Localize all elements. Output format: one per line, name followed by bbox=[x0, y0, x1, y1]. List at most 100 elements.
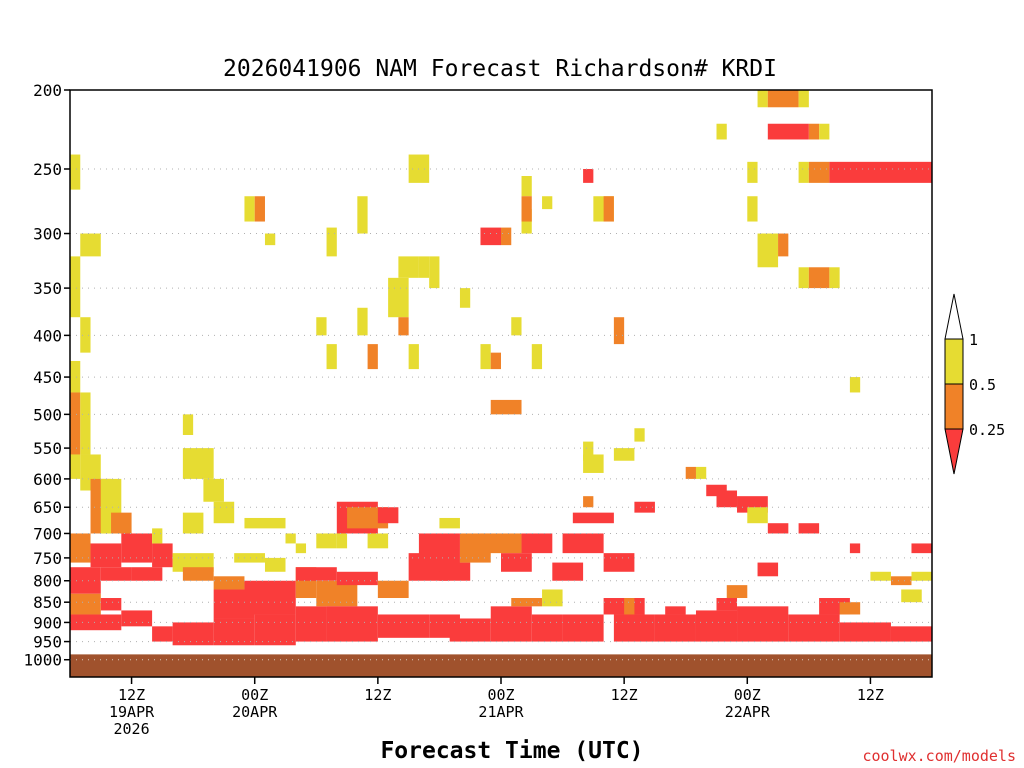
heat-cell-yellow bbox=[695, 466, 707, 479]
heat-cell-yellow bbox=[439, 517, 460, 529]
ytick-label-250: 250 bbox=[33, 160, 62, 179]
xtick-label-5-0: 00Z bbox=[734, 686, 761, 704]
heat-cell-orange bbox=[890, 576, 912, 586]
heat-cell-orange bbox=[603, 196, 614, 222]
heat-cell-red bbox=[501, 553, 532, 572]
heat-cell-orange bbox=[583, 496, 594, 508]
heat-cell-red bbox=[377, 507, 399, 524]
heat-cell-yellow bbox=[152, 528, 163, 544]
heat-cell-yellow bbox=[326, 227, 337, 257]
heat-cell-yellow bbox=[80, 233, 101, 257]
heat-cell-orange bbox=[613, 317, 625, 345]
heat-cell-red bbox=[244, 580, 296, 615]
heat-cell-red bbox=[213, 618, 255, 646]
heat-cell-yellow bbox=[357, 196, 368, 234]
colorbar-bin-yellow bbox=[944, 338, 964, 385]
heat-cell-yellow bbox=[244, 517, 286, 529]
credit-text: coolwx.com/models bbox=[862, 747, 1016, 765]
colorbar-bin-red bbox=[944, 428, 964, 475]
heat-cell-yellow bbox=[798, 90, 809, 108]
heat-cell-red bbox=[757, 562, 779, 577]
heat-cell-red bbox=[295, 606, 327, 642]
heat-cell-red bbox=[911, 543, 932, 554]
ytick-label-1000: 1000 bbox=[23, 651, 62, 670]
heat-cell-red bbox=[336, 571, 378, 586]
heat-cell-orange bbox=[685, 466, 696, 479]
xtick-label-1-1: 20APR bbox=[232, 703, 278, 721]
heat-cell-yellow bbox=[634, 428, 645, 442]
heat-cell-yellow bbox=[182, 448, 214, 479]
heat-cell-red bbox=[603, 553, 635, 572]
heat-cell-red bbox=[70, 567, 101, 594]
heat-cell-yellow bbox=[798, 161, 809, 183]
xtick-label-6-0: 12Z bbox=[857, 686, 884, 704]
x-axis-label: Forecast Time (UTC) bbox=[380, 738, 643, 764]
heat-cell-orange bbox=[501, 227, 512, 246]
heat-cell-yellow bbox=[408, 344, 419, 370]
heat-cell-orange bbox=[490, 352, 501, 370]
heat-cell-yellow bbox=[531, 344, 543, 370]
heat-cell-red bbox=[613, 614, 655, 642]
heat-cell-red bbox=[121, 610, 153, 627]
heat-cell-orange bbox=[490, 399, 522, 415]
ytick-label-900: 900 bbox=[33, 613, 62, 632]
ytick-label-500: 500 bbox=[33, 405, 62, 424]
heat-cell-red bbox=[326, 606, 378, 642]
ytick-label-300: 300 bbox=[33, 225, 62, 244]
heat-cell-red bbox=[449, 618, 491, 642]
heat-cell-orange bbox=[778, 233, 789, 257]
heat-cell-orange bbox=[213, 576, 245, 590]
heat-cell-yellow bbox=[70, 256, 81, 318]
ytick-label-350: 350 bbox=[33, 279, 62, 298]
heat-cell-yellow bbox=[747, 507, 768, 524]
xtick-label-0-0: 12Z bbox=[118, 686, 145, 704]
colorbar-level-2: 0.25 bbox=[969, 421, 1005, 439]
heat-cell-yellow bbox=[244, 196, 255, 222]
heat-cell-red bbox=[583, 168, 594, 183]
ytick-label-400: 400 bbox=[33, 326, 62, 345]
colorbar-level-1: 0.5 bbox=[969, 376, 996, 394]
ytick-label-200: 200 bbox=[33, 81, 62, 100]
heat-cell-red bbox=[90, 543, 122, 568]
heat-cell-red bbox=[152, 543, 173, 568]
heat-cell-red bbox=[737, 606, 789, 642]
heat-cell-red bbox=[839, 622, 891, 642]
heat-cell-orange bbox=[808, 123, 820, 140]
heat-cell-yellow bbox=[429, 256, 440, 289]
heat-cell-yellow bbox=[542, 196, 553, 210]
heat-cell-red bbox=[100, 567, 132, 581]
heat-cell-yellow bbox=[285, 533, 296, 544]
heat-cell-yellow bbox=[849, 377, 861, 393]
ground-layer bbox=[70, 654, 932, 677]
colorbar-bin-gt1 bbox=[944, 293, 964, 340]
heat-cell-yellow bbox=[326, 344, 337, 370]
heat-cell-orange bbox=[377, 580, 409, 599]
heat-cell-yellow bbox=[203, 478, 224, 502]
heat-cell-orange bbox=[624, 598, 635, 615]
heat-cell-orange bbox=[808, 267, 830, 289]
heat-cell-yellow bbox=[70, 360, 81, 393]
heat-cell-yellow bbox=[295, 543, 307, 554]
heat-cell-yellow bbox=[583, 441, 594, 461]
heat-cell-yellow bbox=[911, 571, 932, 581]
heat-cell-yellow bbox=[583, 454, 604, 473]
heat-cell-orange bbox=[839, 602, 861, 615]
heat-cell-red bbox=[377, 614, 430, 638]
heat-cell-yellow bbox=[264, 233, 276, 246]
heat-cell-red bbox=[716, 598, 738, 611]
heat-cell-yellow bbox=[213, 501, 235, 524]
heat-cell-red bbox=[70, 614, 122, 631]
heat-cell-orange bbox=[254, 196, 265, 222]
heat-cell-red bbox=[798, 523, 820, 534]
colorbar: 1 0.5 0.25 bbox=[944, 293, 1005, 475]
heat-cell-yellow bbox=[511, 317, 522, 336]
ytick-label-600: 600 bbox=[33, 470, 62, 489]
heat-cell-red bbox=[654, 614, 696, 642]
heat-cell-yellow bbox=[613, 448, 635, 461]
chart-title: 2026041906 NAM Forecast Richardson# KRDI bbox=[223, 56, 777, 82]
heat-cell-orange bbox=[480, 533, 522, 554]
heat-cell-yellow bbox=[819, 123, 830, 140]
heat-cell-red bbox=[706, 484, 727, 497]
heat-cell-red bbox=[295, 567, 337, 581]
